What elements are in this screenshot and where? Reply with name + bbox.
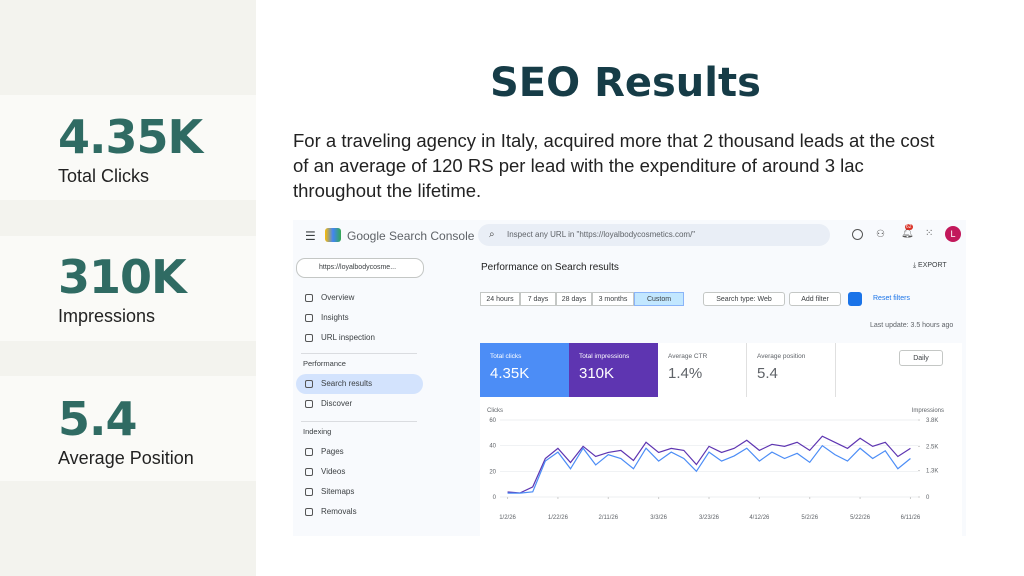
y-tick-label: 40: [489, 444, 496, 450]
stat-label: Average Position: [58, 448, 194, 468]
reset-filters[interactable]: Reset filters: [873, 295, 910, 302]
apps-icon[interactable]: ⁙: [925, 228, 934, 239]
search-icon: ⌕: [489, 229, 495, 240]
series-line: [507, 435, 911, 494]
nav-divider: [301, 353, 417, 354]
y2-tick-label: 1.3K: [926, 469, 938, 475]
band: [0, 236, 256, 341]
help-icon[interactable]: [852, 229, 863, 240]
menu-icon: ☰: [305, 229, 316, 243]
nav-divider: [301, 421, 417, 422]
active-nav: [296, 374, 423, 394]
nav-icon: [305, 488, 313, 496]
metric-label: Average position: [757, 353, 806, 360]
metric-label: Average CTR: [668, 353, 708, 360]
bell-icon[interactable]: 🔔︎: [901, 228, 914, 239]
stats-panel: 4.35K Total Clicks 310K Impressions 5.4 …: [0, 0, 256, 576]
logo: [325, 228, 341, 242]
x-tick-label: 5/2/26: [801, 515, 818, 521]
date-filter[interactable]: 28 days: [556, 292, 592, 306]
x-tick-label: 6/11/26: [901, 515, 921, 521]
x-tick-label: 5/22/26: [850, 515, 871, 521]
nav-icon: [305, 380, 313, 388]
x-tick-label: 1/2/26: [499, 515, 516, 521]
nav-item[interactable]: Videos: [321, 467, 346, 476]
y2-tick-label: 0: [926, 495, 930, 501]
metric[interactable]: Total impressions 310K: [569, 343, 658, 397]
nav-item[interactable]: Discover: [321, 399, 353, 408]
x-tick-label: 3/3/26: [650, 515, 667, 521]
description: For a traveling agency in Italy, acquire…: [293, 130, 935, 201]
x-tick-label: 3/23/26: [699, 515, 720, 521]
nav-icon: [305, 400, 313, 408]
nav-item[interactable]: Sitemaps: [321, 487, 355, 496]
stat-label: Total Clicks: [58, 166, 150, 186]
screenshot: ☰ Google Search Console ⌕ Inspect any UR…: [293, 220, 966, 536]
export-label: EXPORT: [918, 262, 947, 269]
granularity[interactable]: Daily: [899, 350, 943, 366]
nav-item[interactable]: Overview: [321, 293, 355, 302]
filter-icon[interactable]: [848, 292, 862, 306]
metric-label: Total impressions: [579, 353, 630, 360]
title: SEO Results: [490, 60, 761, 106]
y2-tick-label: 2.5K: [926, 444, 938, 450]
nav-icon: [305, 334, 313, 342]
nav-icon: [305, 468, 313, 476]
metric-value: 310K: [579, 365, 615, 382]
app-name: Google Search Console: [347, 229, 475, 243]
search-type[interactable]: Search type: Web: [703, 292, 785, 306]
stat-value: 4.35K: [58, 110, 203, 164]
notification-badge: 62: [905, 224, 913, 230]
metric[interactable]: Average position 5.4: [747, 343, 836, 397]
date-filter[interactable]: 3 months: [592, 292, 634, 306]
metric-value: 1.4%: [668, 365, 703, 382]
x-tick-label: 2/11/26: [598, 515, 618, 521]
nav-item[interactable]: Pages: [321, 447, 344, 456]
last-update: Last update: 3.5 hours ago: [870, 322, 954, 329]
series-line: [507, 444, 911, 494]
y-tick-label: 0: [493, 495, 497, 501]
stat-value: 310K: [58, 250, 187, 304]
date-filter[interactable]: 7 days: [520, 292, 556, 306]
page-title: Performance on Search results: [481, 262, 619, 273]
date-filter[interactable]: 24 hours: [480, 292, 520, 306]
nav-section: Performance: [303, 359, 346, 368]
property-selector[interactable]: [296, 258, 424, 278]
search-box[interactable]: [478, 224, 830, 246]
search-placeholder: Inspect any URL in "https://loyalbodycos…: [507, 230, 696, 239]
nav-icon: [305, 314, 313, 322]
chart: Clicks Impressions 0 20 40 60 0 1.3K 2.5K 3.8K 1/2…: [487, 408, 944, 521]
metric-value: 5.4: [757, 365, 778, 382]
y2-tick-label: 3.8K: [926, 418, 938, 424]
metric[interactable]: Total clicks 4.35K: [480, 343, 569, 397]
nav-item[interactable]: Insights: [321, 313, 349, 322]
x-tick-label: 4/12/26: [749, 515, 770, 521]
y-tick-label: 20: [489, 469, 496, 475]
y2-axis-label: Impressions: [912, 408, 944, 414]
add-filter[interactable]: Add filter: [789, 292, 841, 306]
y-axis-label: Clicks: [487, 408, 503, 414]
metric-label: Total clicks: [490, 353, 522, 360]
property: https://loyalbodycosme...: [319, 264, 397, 271]
account-icon[interactable]: ⚇: [876, 229, 885, 240]
date-filter[interactable]: Custom: [634, 292, 684, 306]
nav-section: Indexing: [303, 427, 332, 436]
nav-item[interactable]: URL inspection: [321, 333, 375, 342]
nav-icon: [305, 294, 313, 302]
nav-icon: [305, 508, 313, 516]
x-tick-label: 1/22/26: [548, 515, 569, 521]
metric-value: 4.35K: [490, 365, 530, 382]
nav-item[interactable]: Search results: [321, 379, 373, 388]
avatar[interactable]: L: [945, 226, 961, 242]
export[interactable]: ⤓ EXPORT: [913, 262, 947, 269]
stat-label: Impressions: [58, 306, 156, 326]
nav-item[interactable]: Removals: [321, 507, 357, 516]
stat-value: 5.4: [58, 392, 137, 446]
band: [0, 376, 256, 481]
band: [0, 95, 256, 200]
nav-icon: [305, 448, 313, 456]
y-tick-label: 60: [489, 418, 496, 424]
metric[interactable]: Average CTR 1.4%: [658, 343, 747, 397]
